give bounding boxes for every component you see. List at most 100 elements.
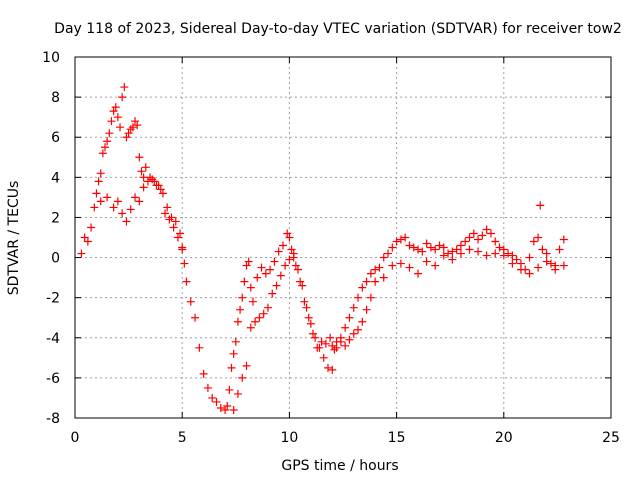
data-point	[529, 237, 538, 246]
data-point	[111, 103, 120, 112]
x-tick-label: 15	[388, 430, 406, 446]
data-point	[525, 269, 534, 278]
data-point	[341, 323, 350, 332]
data-point	[504, 249, 513, 258]
data-point	[559, 235, 568, 244]
data-point	[229, 405, 238, 414]
data-point	[508, 259, 517, 268]
x-tick-label: 25	[602, 430, 620, 446]
data-point	[272, 281, 281, 290]
data-point	[109, 107, 118, 116]
data-point	[461, 237, 470, 246]
data-point	[133, 121, 142, 130]
data-point	[87, 223, 96, 232]
data-point	[396, 259, 405, 268]
data-point	[101, 143, 110, 152]
data-point	[242, 361, 251, 370]
x-axis-label: GPS time / hours	[281, 458, 398, 474]
data-point	[414, 269, 423, 278]
data-point	[139, 183, 148, 192]
data-point	[330, 345, 339, 354]
data-point	[366, 293, 375, 302]
y-tick-label: 4	[51, 170, 60, 186]
x-tick-label: 20	[495, 430, 513, 446]
data-point	[238, 373, 247, 382]
data-point	[358, 283, 367, 292]
data-point	[165, 215, 174, 224]
data-point	[448, 255, 457, 264]
data-point	[525, 253, 534, 262]
data-point	[253, 273, 262, 282]
data-point	[182, 277, 191, 286]
data-point	[495, 243, 504, 252]
data-point	[233, 317, 242, 326]
data-point	[559, 261, 568, 270]
data-point	[538, 245, 547, 254]
data-point	[126, 205, 135, 214]
data-point	[516, 265, 525, 274]
data-point	[251, 317, 260, 326]
data-point	[118, 209, 127, 218]
data-point	[96, 169, 105, 178]
data-point	[366, 269, 375, 278]
data-point	[92, 189, 101, 198]
data-point	[474, 247, 483, 256]
data-point	[482, 251, 491, 260]
data-point	[534, 263, 543, 272]
data-point	[98, 149, 107, 158]
data-point	[375, 263, 384, 272]
data-points	[77, 83, 568, 414]
axis-ticks	[74, 56, 612, 419]
data-point	[384, 249, 393, 258]
data-point	[401, 233, 410, 242]
y-tick-label: -6	[46, 371, 60, 387]
data-point	[163, 203, 172, 212]
y-tick-label: 2	[51, 210, 60, 226]
data-point	[456, 241, 465, 250]
data-point	[388, 261, 397, 270]
data-point	[113, 197, 122, 206]
data-point	[444, 249, 453, 258]
data-point	[379, 273, 388, 282]
data-point	[435, 241, 444, 250]
grid	[75, 57, 611, 418]
x-tick-label: 5	[178, 430, 187, 446]
data-point	[227, 363, 236, 372]
data-point	[274, 247, 283, 256]
data-point	[107, 117, 116, 126]
data-point	[171, 217, 180, 226]
data-point	[358, 317, 367, 326]
data-point	[300, 297, 309, 306]
data-point	[135, 197, 144, 206]
data-point	[289, 253, 298, 262]
y-axis-label: SDTVAR / TECUs	[6, 181, 22, 296]
data-point	[332, 343, 341, 352]
data-point	[298, 281, 307, 290]
data-point	[246, 323, 255, 332]
data-point	[336, 337, 345, 346]
data-point	[233, 389, 242, 398]
data-point	[169, 223, 178, 232]
data-point	[126, 125, 135, 134]
data-point	[414, 245, 423, 254]
data-point	[534, 233, 543, 242]
data-point	[124, 129, 133, 138]
x-tick-labels: 0 5 10 15 20 25	[71, 430, 620, 446]
data-point	[246, 283, 255, 292]
data-point	[431, 261, 440, 270]
data-point	[268, 289, 277, 298]
data-point	[270, 257, 279, 266]
data-point	[328, 365, 337, 374]
data-point	[465, 233, 474, 242]
data-point	[392, 237, 401, 246]
data-point	[482, 225, 491, 234]
data-point	[326, 333, 335, 342]
data-point	[426, 243, 435, 252]
data-point	[96, 197, 105, 206]
data-point	[354, 325, 363, 334]
data-point	[405, 241, 414, 250]
data-point	[418, 247, 427, 256]
data-point	[156, 185, 165, 194]
plot-frame	[74, 56, 612, 419]
data-point	[311, 333, 320, 342]
